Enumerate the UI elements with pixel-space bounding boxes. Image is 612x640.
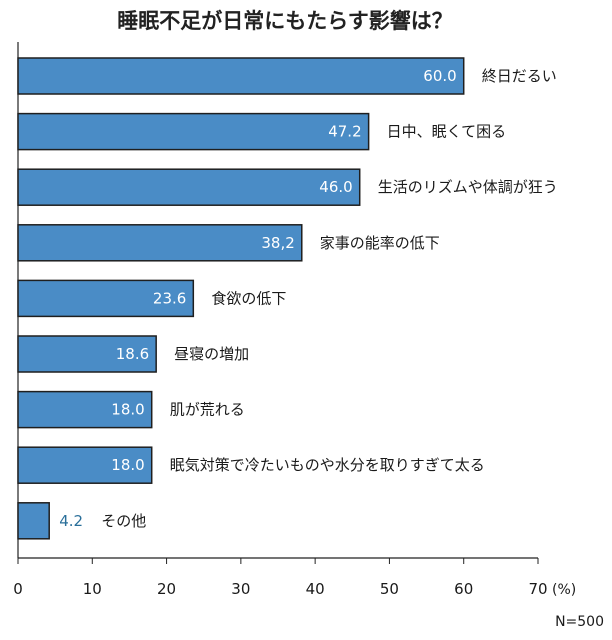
- bar-value-label-9: 4.2: [59, 512, 83, 530]
- bar-value-label-5: 23.6: [153, 289, 186, 307]
- x-unit-label: (%): [552, 582, 576, 598]
- x-tick-label-50: 50: [380, 580, 399, 598]
- bar-9: [17, 502, 50, 540]
- bar-2: [17, 112, 370, 151]
- category-label-2: 日中、眠くて困る: [387, 123, 507, 141]
- category-label-9: その他: [101, 512, 146, 530]
- x-tick-label-20: 20: [157, 580, 176, 598]
- category-label-5: 食欲の低下: [211, 289, 286, 307]
- bar-value-label-3: 46.0: [319, 178, 352, 196]
- bar-1: [17, 57, 465, 95]
- bar-5: [17, 279, 195, 318]
- category-label-7: 肌が荒れる: [170, 401, 245, 419]
- sample-size-note: N=500: [555, 614, 604, 630]
- bar-value-label-7: 18.0: [111, 401, 144, 419]
- bar-7: [17, 390, 153, 429]
- x-tick-label-30: 30: [231, 580, 250, 598]
- bar-3: [17, 168, 361, 206]
- bar-8: [17, 446, 153, 484]
- x-tick-label-10: 10: [83, 580, 102, 598]
- category-label-6: 昼寝の増加: [174, 345, 249, 363]
- category-label-8: 眠気対策で冷たいものや水分を取りすぎて太る: [170, 456, 485, 474]
- category-label-1: 終日だるい: [482, 67, 557, 85]
- chart-title: 睡眠不足が日常にもたらす影響は？: [117, 9, 453, 33]
- category-label-4: 家事の能率の低下: [320, 234, 440, 252]
- bar-value-label-1: 60.0: [423, 67, 456, 85]
- bar-6: [17, 335, 157, 373]
- x-tick-label-40: 40: [306, 580, 325, 598]
- x-tick-label-70: 70: [528, 580, 547, 598]
- category-label-3: 生活のリズムや体調が狂う: [378, 178, 558, 196]
- bar-value-label-2: 47.2: [328, 123, 361, 141]
- x-tick-label-0: 0: [13, 580, 23, 598]
- bar-value-label-4: 38,2: [261, 234, 294, 252]
- x-tick-label-60: 60: [454, 580, 473, 598]
- bar-4: [17, 224, 303, 262]
- bar-value-label-8: 18.0: [111, 456, 144, 474]
- bar-value-label-6: 18.6: [116, 345, 149, 363]
